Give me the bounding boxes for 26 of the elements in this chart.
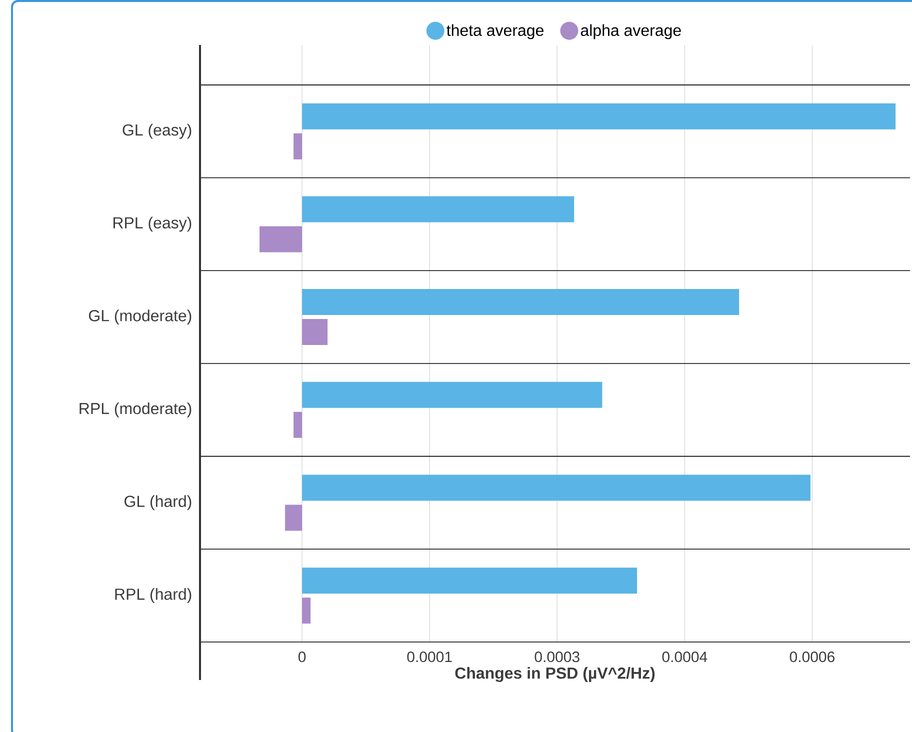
x-tick-label: 0.0003: [534, 652, 580, 662]
y-tick-label: GL (easy): [122, 124, 192, 139]
bar: [302, 319, 328, 346]
bar: [294, 133, 302, 160]
bar: [302, 103, 896, 130]
y-tick-label: RPL (moderate): [80, 402, 192, 418]
bar: [260, 226, 302, 252]
x-tick-label: 0.0006: [790, 652, 834, 662]
bar: [302, 196, 574, 222]
bar: [285, 504, 302, 531]
x-tick-label: 0.0001: [407, 652, 452, 662]
bar: [302, 289, 740, 316]
legend-label: alpha average: [580, 24, 681, 40]
bar: [302, 474, 811, 501]
y-tick-label: RPL (hard): [115, 588, 192, 604]
y-tick-label: RPL (easy): [113, 216, 192, 232]
bar: [302, 568, 638, 594]
x-tick-label: 0: [298, 652, 306, 662]
bar: [302, 598, 311, 624]
y-tick-label: GL (hard): [124, 495, 192, 510]
bar: [302, 382, 602, 408]
x-tick-label: 0.0004: [662, 652, 708, 662]
x-axis-title: Changes in PSD (µV^2/Hz): [455, 667, 655, 682]
y-tick-label: GL (moderate): [88, 310, 192, 324]
bar: [294, 412, 302, 438]
legend-label: theta average: [446, 24, 544, 40]
